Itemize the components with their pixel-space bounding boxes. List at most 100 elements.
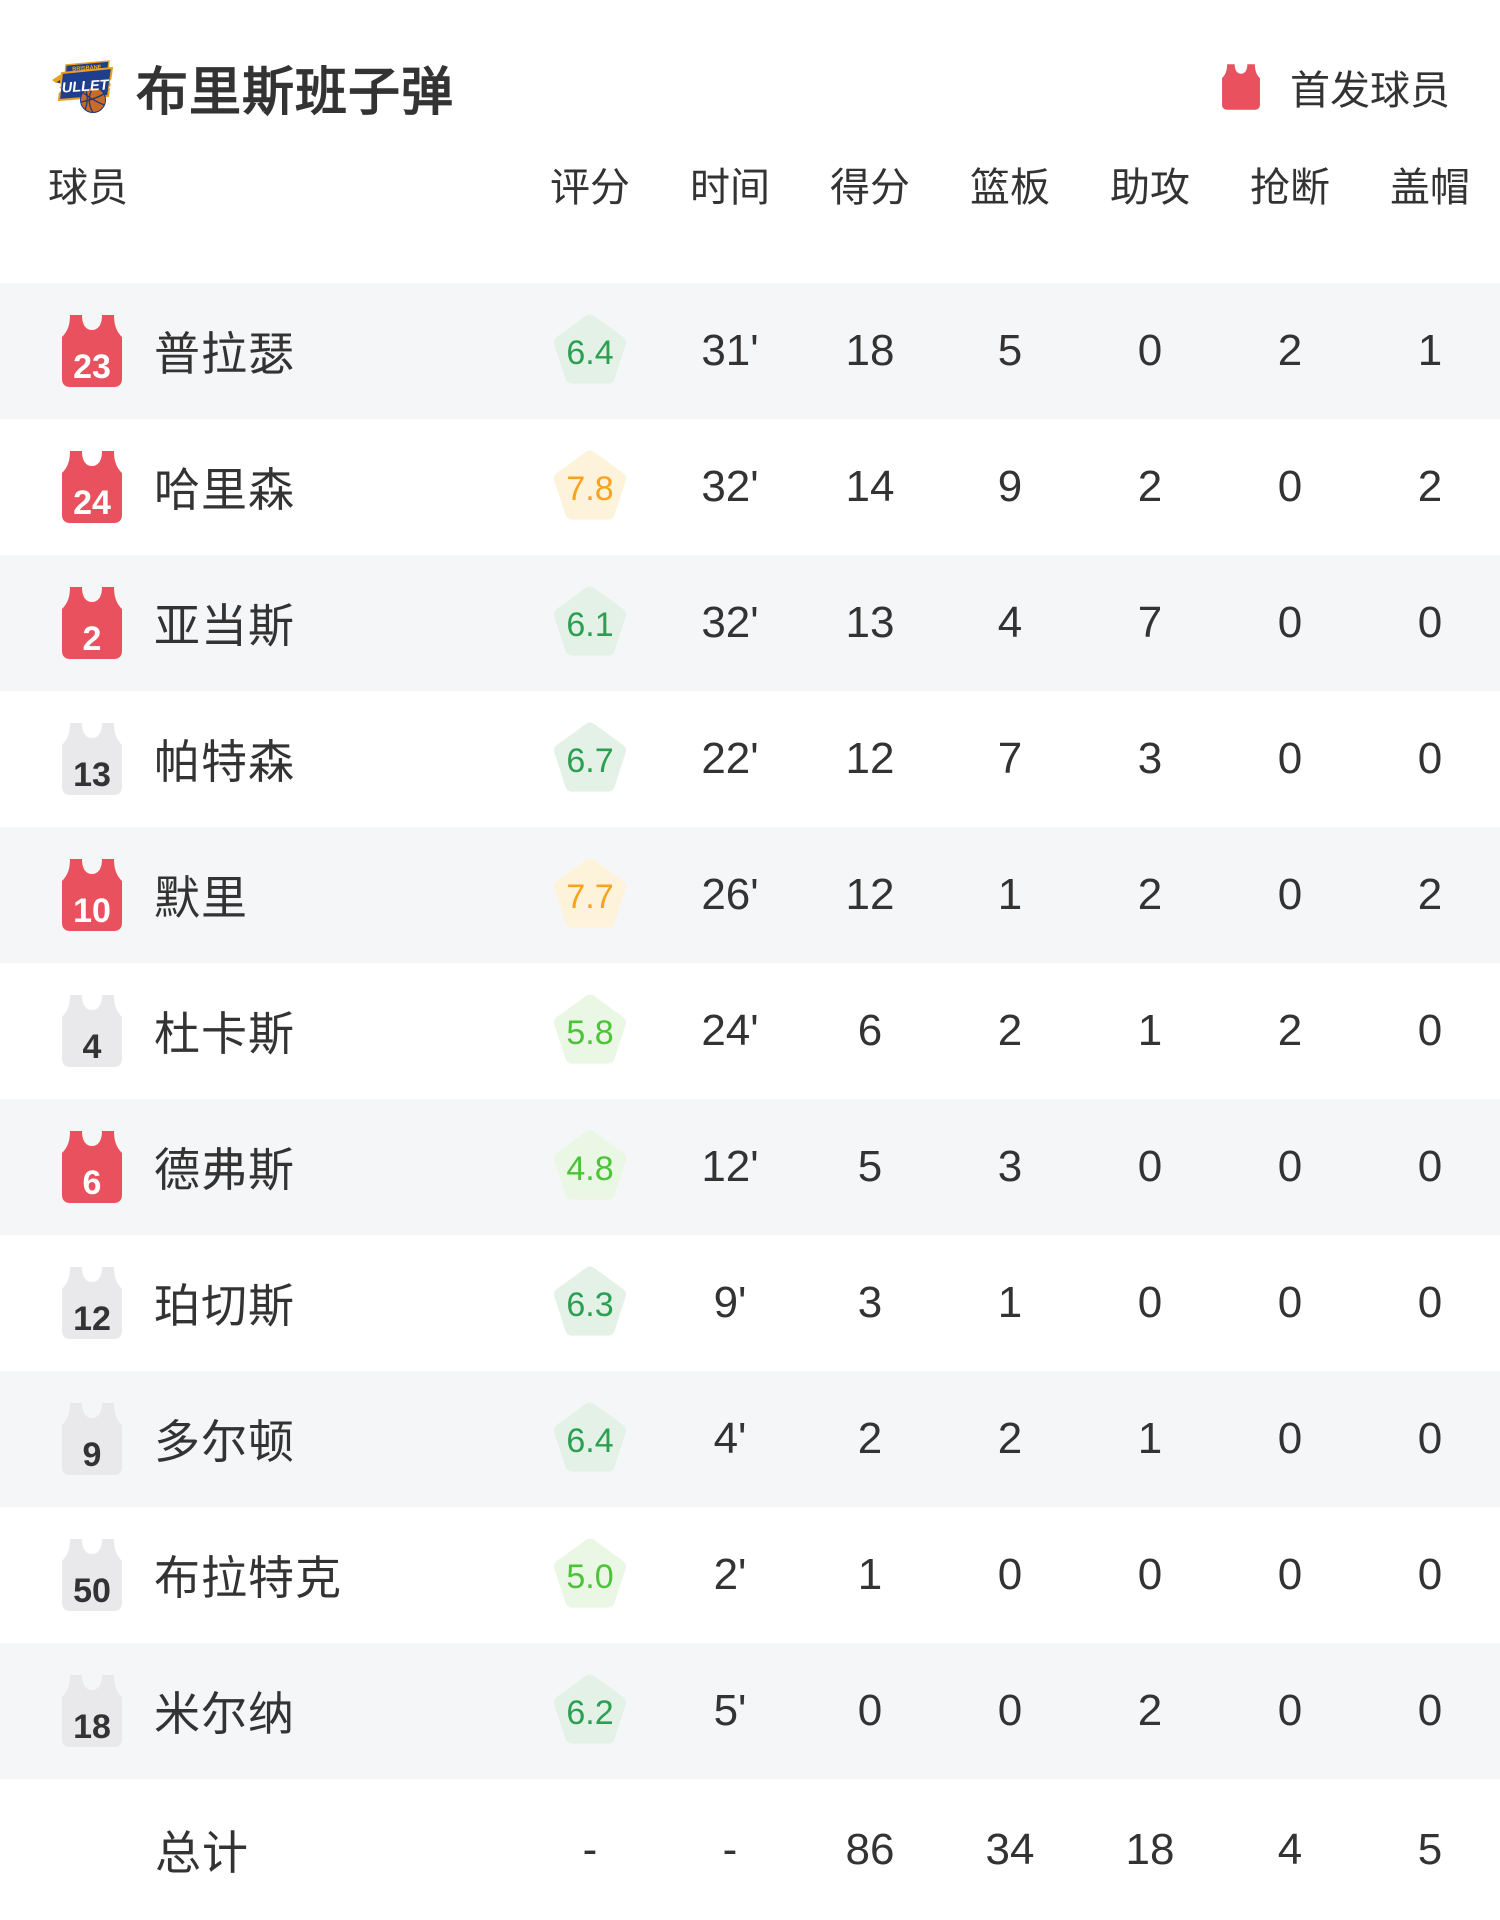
jersey-icon: 13	[56, 721, 128, 797]
jersey-icon: 4	[56, 993, 128, 1069]
player-row[interactable]: 13 帕特森 6.7 22' 12 7 3 0 0	[0, 691, 1500, 827]
player-row[interactable]: 12 珀切斯 6.3 9' 3 1 0 0 0	[0, 1235, 1500, 1371]
stat-assists: 3	[1137, 734, 1163, 783]
stat-steals: 0	[1277, 1278, 1303, 1327]
rating-value: 6.2	[566, 1693, 614, 1732]
table-body: 23 普拉瑟 6.4 31' 18 5 0 2 1 24	[0, 283, 1500, 1779]
rating-value: 5.8	[566, 1013, 614, 1052]
stat-assists: 2	[1137, 870, 1163, 919]
stat-blocks: 0	[1417, 1550, 1443, 1599]
total-label: 总计	[155, 1826, 249, 1879]
stat-steals: 0	[1277, 734, 1303, 783]
jersey-number: 12	[73, 1300, 111, 1338]
rating-value: 7.8	[566, 469, 614, 508]
total-row: 总计 - - 86 34 18 4 5	[0, 1779, 1500, 1920]
jersey-icon: 2	[56, 585, 128, 661]
stat-rebounds: 3	[997, 1142, 1023, 1191]
column-header-rebounds: 篮板	[970, 166, 1050, 210]
total-blocks: 5	[1417, 1824, 1443, 1874]
stat-steals: 0	[1277, 598, 1303, 647]
column-header-player: 球员	[48, 166, 128, 210]
player-row[interactable]: 50 布拉特克 5.0 2' 1 0 0 0 0	[0, 1507, 1500, 1643]
team-title: 布里斯班子弹	[136, 63, 455, 122]
stat-time: 26'	[701, 870, 759, 919]
stat-rebounds: 0	[997, 1686, 1023, 1735]
stat-assists: 0	[1137, 1142, 1163, 1191]
stat-points: 3	[857, 1278, 883, 1327]
total-rebounds: 34	[985, 1824, 1035, 1874]
player-row[interactable]: 24 哈里森 7.8 32' 14 9 2 0 2	[0, 419, 1500, 555]
rating-value: 7.7	[566, 877, 614, 916]
player-name: 亚当斯	[154, 600, 295, 652]
column-header-points: 得分	[830, 166, 910, 210]
stat-points: 5	[857, 1142, 883, 1191]
column-header-steals: 抢断	[1250, 166, 1330, 210]
jersey-number: 2	[82, 620, 102, 658]
rating-value: 6.3	[566, 1285, 614, 1324]
stat-time: 22'	[701, 734, 759, 783]
jersey-icon: 24	[56, 449, 128, 525]
team-logo: BRISBANE BULLETS	[51, 60, 114, 113]
stat-steals: 0	[1277, 1414, 1303, 1463]
stat-rebounds: 2	[997, 1006, 1023, 1055]
stat-assists: 2	[1137, 1686, 1163, 1735]
player-row[interactable]: 9 多尔顿 6.4 4' 2 2 1 0 0	[0, 1371, 1500, 1507]
stat-points: 6	[857, 1006, 883, 1055]
jersey-number: 6	[82, 1164, 102, 1202]
stat-rebounds: 5	[997, 326, 1023, 375]
rating-badge: 6.4	[550, 1399, 630, 1479]
stat-steals: 0	[1277, 870, 1303, 919]
column-header-time: 时间	[690, 166, 770, 210]
stat-steals: 2	[1277, 1006, 1303, 1055]
jersey-icon: 18	[56, 1673, 128, 1749]
stat-time: 32'	[701, 598, 759, 647]
player-row[interactable]: 23 普拉瑟 6.4 31' 18 5 0 2 1	[0, 283, 1500, 419]
rating-value: 4.8	[566, 1149, 614, 1188]
total-steals: 4	[1277, 1824, 1303, 1874]
stat-blocks: 0	[1417, 1278, 1443, 1327]
player-row[interactable]: 18 米尔纳 6.2 5' 0 0 2 0 0	[0, 1643, 1500, 1779]
stat-rebounds: 4	[997, 598, 1023, 647]
stat-time: 9'	[713, 1278, 747, 1327]
stat-time: 24'	[701, 1006, 759, 1055]
column-header-assists: 助攻	[1110, 166, 1190, 210]
jersey-icon: 23	[56, 313, 128, 389]
jersey-number: 18	[73, 1708, 111, 1746]
logo-main-text: BULLETS	[51, 77, 114, 98]
player-name: 默里	[154, 872, 248, 924]
column-header-blocks: 盖帽	[1390, 166, 1470, 210]
jersey-number: 24	[73, 484, 111, 522]
player-row[interactable]: 2 亚当斯 6.1 32' 13 4 7 0 0	[0, 555, 1500, 691]
stat-points: 0	[857, 1686, 883, 1735]
player-name: 哈里森	[154, 464, 295, 516]
stat-blocks: 2	[1417, 462, 1443, 511]
rating-value: 6.4	[566, 333, 614, 372]
stat-rebounds: 7	[997, 734, 1023, 783]
starters-legend: 首发球员	[1218, 58, 1450, 116]
stat-steals: 0	[1277, 1142, 1303, 1191]
stat-blocks: 0	[1417, 734, 1443, 783]
jersey-icon: 9	[56, 1401, 128, 1477]
rating-value: 6.1	[566, 605, 614, 644]
player-name: 杜卡斯	[154, 1008, 295, 1060]
player-name: 普拉瑟	[154, 328, 295, 380]
total-rating: -	[582, 1824, 598, 1874]
stat-points: 12	[845, 734, 895, 783]
rating-badge: 6.4	[550, 311, 630, 391]
player-row[interactable]: 10 默里 7.7 26' 12 1 2 0 2	[0, 827, 1500, 963]
stat-points: 14	[845, 462, 895, 511]
stat-rebounds: 0	[997, 1550, 1023, 1599]
stat-time: 2'	[713, 1550, 747, 1599]
stat-rebounds: 9	[997, 462, 1023, 511]
stat-blocks: 0	[1417, 1686, 1443, 1735]
player-name: 珀切斯	[154, 1280, 295, 1332]
stat-rebounds: 1	[997, 870, 1023, 919]
stat-assists: 1	[1137, 1006, 1163, 1055]
stat-assists: 1	[1137, 1414, 1163, 1463]
player-row[interactable]: 4 杜卡斯 5.8 24' 6 2 1 2 0	[0, 963, 1500, 1099]
stat-blocks: 0	[1417, 1414, 1443, 1463]
rating-value: 6.7	[566, 741, 614, 780]
player-row[interactable]: 6 德弗斯 4.8 12' 5 3 0 0 0	[0, 1099, 1500, 1235]
stat-rebounds: 1	[997, 1278, 1023, 1327]
